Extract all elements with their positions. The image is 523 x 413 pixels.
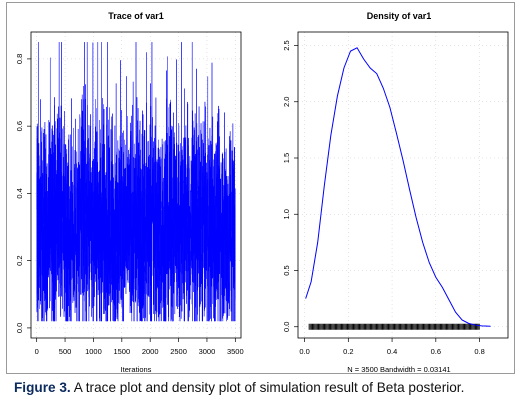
density-y-tick-label: 0.0 xyxy=(282,322,291,332)
figure-plots: Trace of var1 0 500 1000 1500 2000 2500 3000 35… xyxy=(15,11,509,374)
density-y-tick-label: 2.5 xyxy=(282,40,291,50)
trace-x-tick-label: 3500 xyxy=(227,347,244,356)
figure-caption: Figure 3. A trace plot and density plot … xyxy=(14,380,519,395)
density-rug xyxy=(308,323,480,330)
trace-panel: Trace of var1 0 500 1000 1500 2000 2500 3000 35… xyxy=(15,11,244,374)
trace-y-tick-label: 0.4 xyxy=(15,188,24,198)
caption-label: Figure 3. xyxy=(14,380,71,395)
density-curve xyxy=(305,47,491,327)
trace-x-axis-label: Iterations xyxy=(121,365,152,374)
trace-y-tick-label: 0.2 xyxy=(15,255,24,265)
trace-x-tick-label: 2000 xyxy=(142,347,159,356)
density-y-axis: 0.0 0.5 1.0 1.5 2.0 2.5 xyxy=(282,40,298,332)
trace-x-tick-label: 1500 xyxy=(113,347,130,356)
trace-series-line xyxy=(36,42,236,322)
density-y-tick-label: 1.5 xyxy=(282,153,291,163)
trace-title: Trace of var1 xyxy=(108,11,164,21)
trace-y-tick-label: 0.6 xyxy=(15,121,24,131)
density-grid xyxy=(298,32,508,338)
density-x-tick-label: 0.0 xyxy=(299,347,309,356)
caption-text: A trace plot and density plot of simulat… xyxy=(73,380,465,395)
density-panel: Density of var1 0.0 0.2 0.4 0.6 0.8 0.0 0.5 1.… xyxy=(282,11,509,374)
trace-plot-box xyxy=(30,31,242,339)
trace-y-tick-label: 0.8 xyxy=(15,54,24,64)
density-x-tick-label: 0.4 xyxy=(387,347,397,356)
density-y-tick-label: 1.0 xyxy=(282,209,291,219)
trace-x-tick-label: 500 xyxy=(59,347,72,356)
trace-x-tick-label: 2500 xyxy=(170,347,187,356)
trace-y-tick-label: 0.0 xyxy=(15,323,24,333)
density-x-axis: 0.0 0.2 0.4 0.6 0.8 xyxy=(299,338,485,356)
trace-x-axis: 0 500 1000 1500 2000 2500 3000 3500 xyxy=(35,338,244,356)
density-x-tick-label: 0.8 xyxy=(474,347,484,356)
density-x-axis-label: N = 3500 Bandwidth = 0.03141 xyxy=(347,365,450,374)
trace-x-tick-label: 1000 xyxy=(85,347,102,356)
trace-y-axis: 0.0 0.2 0.4 0.6 0.8 xyxy=(15,54,31,333)
density-y-tick-label: 2.0 xyxy=(282,97,291,107)
trace-x-tick-label: 0 xyxy=(35,347,39,356)
density-x-tick-label: 0.2 xyxy=(343,347,353,356)
density-x-tick-label: 0.6 xyxy=(431,347,441,356)
density-y-tick-label: 0.5 xyxy=(282,265,291,275)
trace-x-tick-label: 3000 xyxy=(199,347,216,356)
density-title: Density of var1 xyxy=(367,11,432,21)
density-plot-box xyxy=(297,31,509,339)
